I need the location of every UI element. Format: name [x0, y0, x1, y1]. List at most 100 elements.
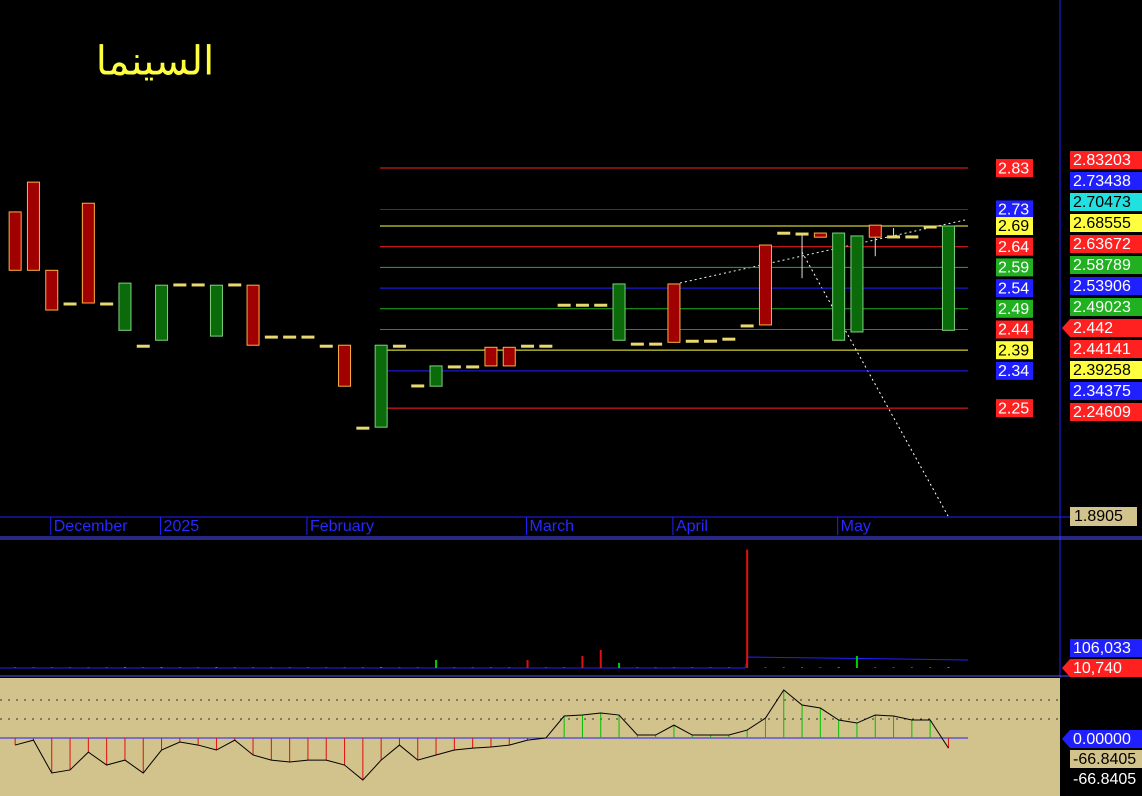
candle-body	[63, 302, 77, 306]
volume-bar	[855, 655, 858, 668]
volume-bar	[178, 667, 181, 668]
axis-label: 2.73438	[1073, 173, 1131, 190]
volume-bar	[252, 667, 255, 668]
candle-body	[905, 235, 919, 239]
axis-label: 1.8905	[1074, 508, 1123, 525]
candle-body	[813, 232, 827, 238]
candle-body	[356, 426, 370, 430]
level-label: 2.59	[998, 260, 1029, 277]
candle-body	[832, 232, 846, 341]
axis-label: 2.58789	[1073, 257, 1131, 274]
axis-label: 0.00000	[1073, 731, 1131, 748]
axis-label: 2.70473	[1073, 194, 1131, 211]
volume-bar	[197, 667, 200, 668]
label-box	[1070, 403, 1142, 421]
axis-label: 10,740	[1073, 660, 1122, 677]
volume-bar	[233, 667, 236, 668]
x-tick-label: February	[310, 518, 374, 535]
label-box	[1070, 151, 1142, 169]
volume-bar	[32, 667, 35, 668]
level-label: 2.39	[998, 342, 1029, 359]
trend-line	[679, 219, 966, 284]
volume-bar	[215, 667, 218, 668]
volume-bar	[508, 667, 511, 668]
axis-label: 2.63672	[1073, 236, 1131, 253]
label-arrow	[1062, 319, 1070, 337]
level-label-box	[996, 399, 1033, 418]
candle-body	[209, 284, 223, 337]
volume-bar	[746, 549, 749, 668]
level-label: 2.44	[998, 322, 1029, 339]
candle-body	[795, 232, 809, 236]
y-tick-label: 200	[1113, 691, 1140, 708]
label-box	[1070, 214, 1142, 232]
oscillator-panel	[0, 678, 1060, 796]
label-box	[1070, 730, 1142, 748]
volume-bar	[105, 667, 108, 668]
candle-body	[539, 344, 553, 348]
y-tick-label: 100	[1113, 710, 1140, 727]
candle-body	[521, 344, 535, 348]
label-box	[1070, 277, 1142, 295]
volume-bar	[435, 659, 438, 668]
volume-bar	[599, 649, 602, 668]
level-label-box	[996, 279, 1033, 298]
volume-bar	[288, 667, 291, 668]
candle-body	[338, 344, 352, 387]
candle-body	[447, 365, 461, 369]
volume-bar	[672, 667, 675, 668]
volume-bar	[325, 667, 328, 668]
candle-body	[392, 344, 406, 348]
candle-body	[118, 282, 132, 331]
volume-bar	[87, 667, 90, 668]
level-label: 2.54	[998, 280, 1029, 297]
volume-bar	[563, 667, 566, 668]
candle-body	[374, 344, 388, 428]
volume-bar	[837, 667, 840, 668]
candle-body	[612, 283, 626, 341]
volume-bar	[471, 667, 474, 668]
candle-body	[155, 284, 169, 341]
candle-body	[246, 284, 260, 346]
axis-label: 2.442	[1073, 320, 1113, 337]
candle-body	[777, 231, 791, 235]
candle-body	[758, 244, 772, 326]
volume-bar	[581, 655, 584, 668]
volume-bar	[801, 667, 804, 668]
candle-body	[484, 346, 498, 367]
candle-body	[722, 337, 736, 341]
volume-bar	[142, 667, 145, 668]
candle-body	[594, 303, 608, 307]
level-label: 2.73	[998, 202, 1029, 219]
volume-bar	[709, 667, 712, 668]
chart-title: السينما	[96, 40, 214, 84]
volume-bar	[929, 667, 932, 668]
level-label-box	[996, 258, 1033, 277]
volume-bar	[361, 667, 364, 668]
label-box	[1070, 172, 1142, 190]
axis-label: 2.44141	[1073, 341, 1131, 358]
label-box	[1070, 319, 1142, 337]
candle-body	[557, 303, 571, 307]
label-box	[1070, 382, 1142, 400]
axis-label: 2.24609	[1073, 404, 1131, 421]
volume-bar	[270, 667, 273, 668]
label-box	[1070, 340, 1142, 358]
label-box	[1070, 659, 1142, 677]
label-box	[1070, 256, 1142, 274]
volume-bar	[123, 667, 126, 668]
label-box	[1070, 193, 1142, 211]
candle-body	[685, 339, 699, 343]
volume-bar	[727, 667, 730, 668]
candle-body	[136, 344, 150, 348]
candle-body	[868, 224, 882, 238]
level-label-box	[996, 237, 1033, 256]
candle-body	[45, 269, 59, 311]
level-label: 2.49	[998, 301, 1029, 318]
candle-body	[887, 235, 901, 239]
level-label-box	[996, 320, 1033, 339]
volume-bar	[636, 667, 639, 668]
volume-bar	[160, 667, 163, 668]
